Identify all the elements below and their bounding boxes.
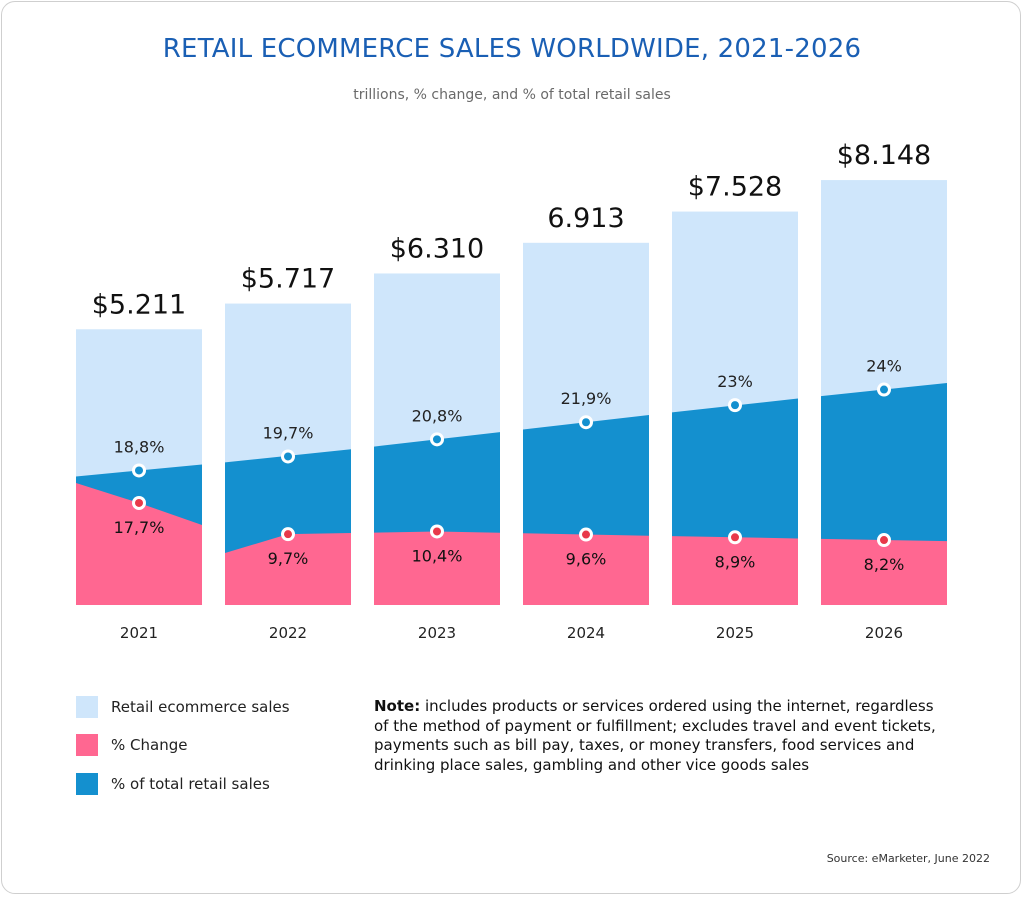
change-marker-dot [284,530,292,539]
change-value-label: 9,6% [566,550,607,569]
sales-value-label: $7.528 [688,172,782,203]
legend-swatch-share [76,773,98,795]
note-label: Note: [374,697,421,715]
share-value-label: 24% [866,357,902,376]
change-marker-dot [880,536,888,545]
share-value-label: 23% [717,372,753,391]
chart-subtitle: trillions, % change, and % of total reta… [353,87,671,103]
share-value-label: 18,8% [114,437,165,456]
change-value-label: 8,9% [715,552,756,571]
change-marker-dot [582,530,590,539]
sales-value-label: $8.148 [837,140,931,171]
change-marker-dot [433,527,441,536]
change-value-label: 8,2% [864,555,905,574]
share-marker-dot [731,401,739,410]
share-marker-dot [880,385,888,394]
legend-swatch-change [76,734,98,756]
change-value-label: 17,7% [114,518,165,537]
change-area [672,536,798,605]
legend-item-change: % Change [76,734,356,756]
change-marker-dot [135,498,143,507]
x-tick-label: 2026 [865,624,903,642]
change-value-label: 9,7% [268,549,309,568]
share-marker-dot [582,418,590,427]
share-marker-dot [135,466,143,475]
note-text: Note: includes products or services orde… [374,697,949,775]
chart-title: RETAIL ECOMMERCE SALES WORLDWIDE, 2021-2… [162,34,862,64]
x-tick-label: 2025 [716,624,754,642]
sales-value-label: $6.310 [390,233,484,264]
x-tick-label: 2022 [269,624,307,642]
note-body: includes products or services ordered us… [374,697,936,774]
change-marker-dot [731,533,739,542]
change-area [76,482,202,605]
x-tick-label: 2023 [418,624,456,642]
change-value-label: 10,4% [412,546,463,565]
sales-value-label: $5.717 [241,264,335,295]
sales-value-label: 6.913 [547,203,624,234]
x-tick-label: 2021 [120,624,158,642]
change-area [821,538,947,605]
source-text: Source: eMarketer, June 2022 [826,852,990,865]
legend-swatch-sales [76,696,98,718]
legend-item-share: % of total retail sales [76,773,356,795]
change-area [374,531,500,605]
share-value-label: 19,7% [263,423,314,442]
legend-item-sales: Retail ecommerce sales [76,696,356,718]
change-area [225,533,351,605]
legend-label-share: % of total retail sales [111,775,270,793]
legend-label-change: % Change [111,736,188,754]
share-value-label: 20,8% [412,406,463,425]
share-value-label: 21,9% [561,389,612,408]
share-marker-dot [284,452,292,461]
change-area [523,533,649,605]
legend-label-sales: Retail ecommerce sales [111,698,290,716]
share-marker-dot [433,435,441,444]
sales-value-label: $5.211 [92,289,186,320]
x-tick-label: 2024 [567,624,605,642]
